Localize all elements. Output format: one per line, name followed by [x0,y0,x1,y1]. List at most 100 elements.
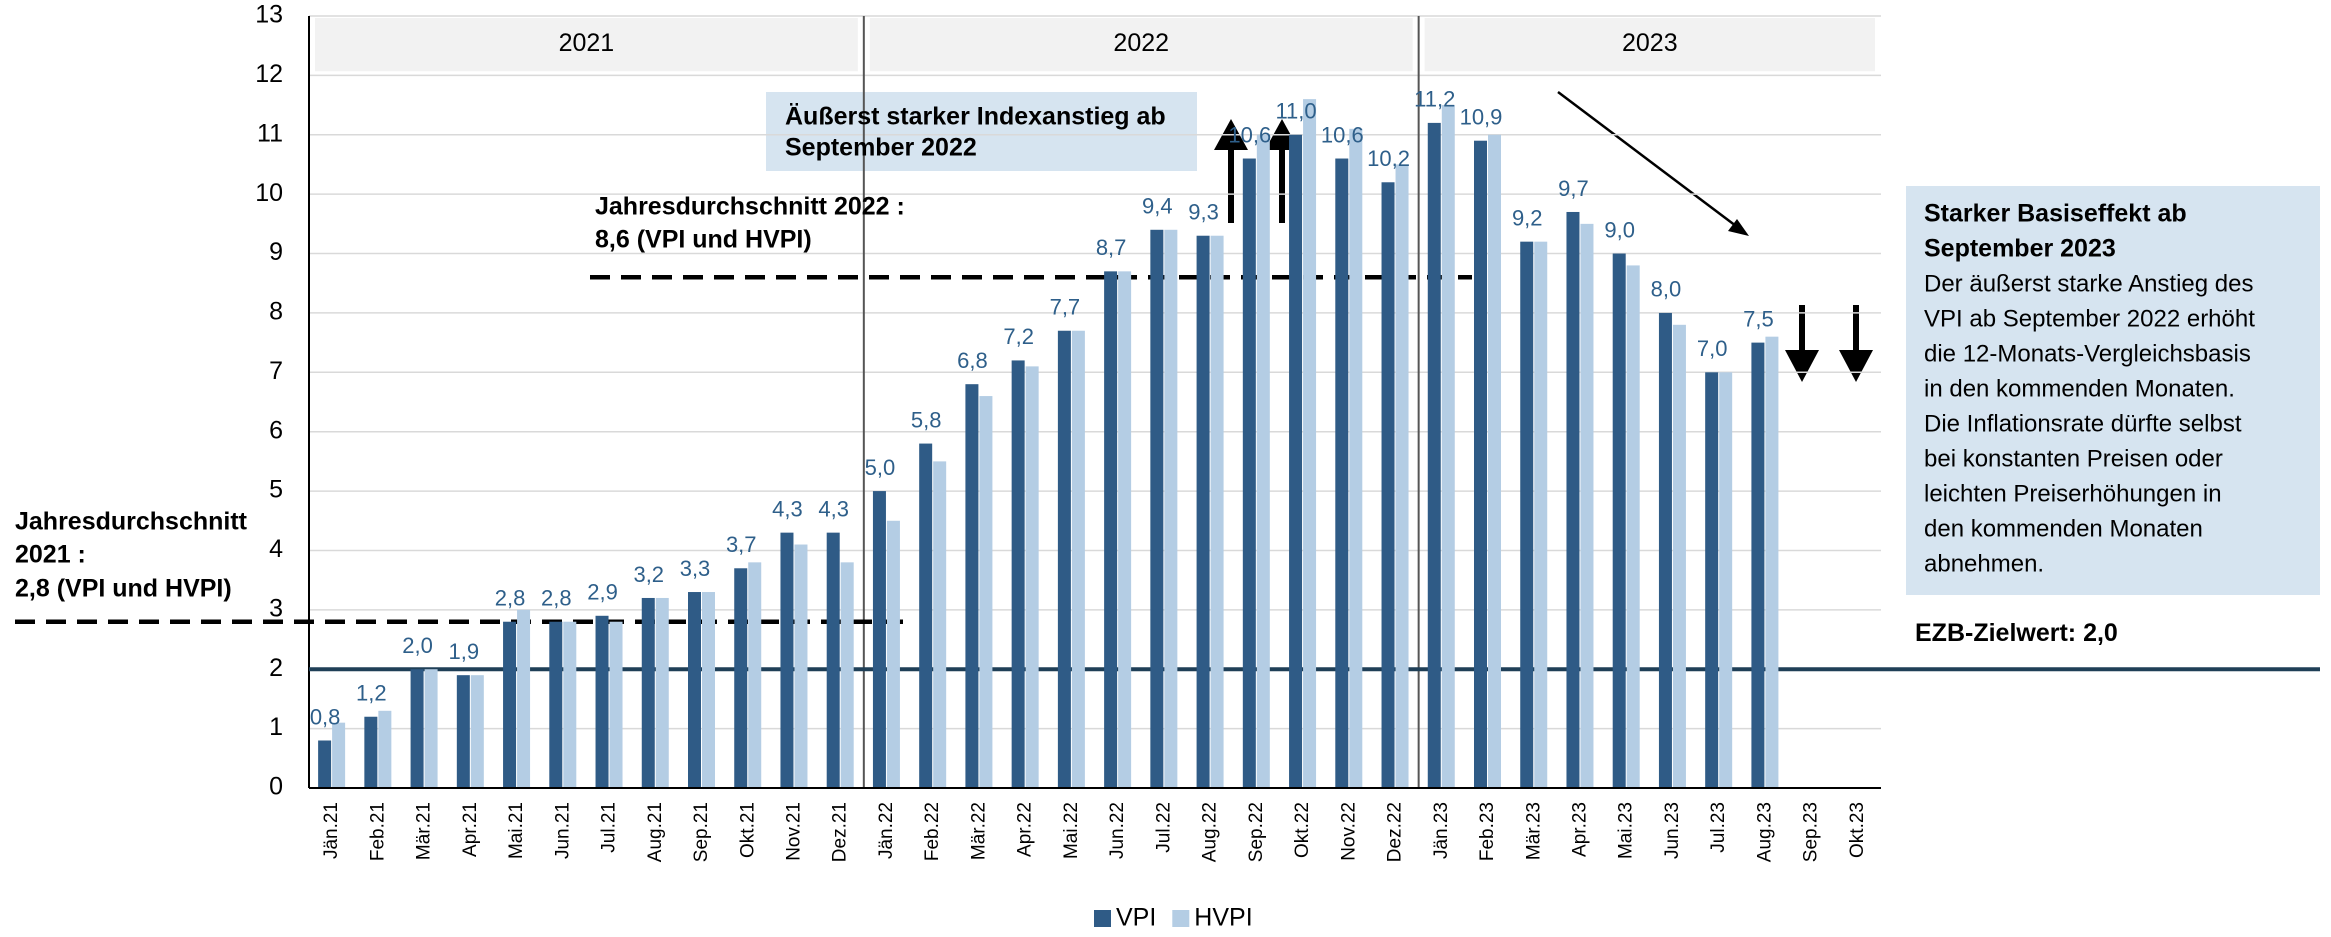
x-tick-label: Dez.22 [1385,802,1406,862]
value-label: 1,9 [449,639,480,664]
bar [1118,271,1132,788]
x-tick-label: Jul.22 [1153,802,1174,853]
bar [979,396,993,788]
reference-label: 2,8 (VPI und HVPI) [15,575,232,603]
value-label: 9,4 [1142,194,1173,219]
annotation: Äußerst starker Indexanstieg ab [785,103,1166,131]
bar [780,532,794,788]
y-tick-label: 10 [255,179,283,207]
value-label: 7,5 [1743,306,1774,331]
y-tick-label: 13 [255,1,283,29]
year-label: 2022 [1113,29,1169,57]
bar [655,597,669,788]
bar [919,443,933,788]
bar [410,669,424,788]
bar [1441,105,1455,789]
y-tick-label: 0 [269,773,283,801]
bar [872,491,886,788]
annotation-box [1906,186,2320,595]
bar [748,562,762,788]
bar [364,716,378,788]
bar [702,592,715,788]
bar [503,621,517,788]
bar [318,740,332,788]
value-label: 2,8 [541,586,572,611]
bar [456,675,470,788]
year-band [869,18,1413,72]
y-tick-label: 11 [257,119,283,147]
bar [1104,271,1118,788]
y-tick-label: 5 [269,476,283,504]
value-label: 10,6 [1228,122,1271,147]
value-label: 7,7 [1050,295,1081,320]
value-label: 6,8 [957,348,988,373]
bar [1580,223,1594,788]
legend-label: VPI [1116,904,1156,932]
bar [1071,330,1085,788]
annotation-box [766,92,1197,171]
annotation-text: VPI ab September 2022 erhöht [1924,305,2255,332]
x-tick-label: Aug.21 [645,802,666,862]
x-tick-label: Apr.21 [460,802,481,857]
x-tick-label: Sep.23 [1801,802,1822,862]
x-tick-label: Apr.23 [1569,802,1590,857]
bar [595,615,609,788]
x-tick-label: Sep.22 [1246,802,1267,862]
annotation-text: die 12-Monats-Vergleichsbasis [1924,340,2251,367]
bar [1612,253,1626,789]
bar [1289,134,1303,788]
bar [563,621,577,788]
x-tick-label: Aug.22 [1200,802,1221,862]
bar [1705,372,1719,788]
value-label: 5,0 [865,455,896,480]
x-tick-label: Okt.22 [1292,802,1313,858]
legend-swatch [1094,910,1111,927]
bar [1395,164,1409,788]
bar [424,669,438,788]
bar [1057,330,1071,788]
bar [378,710,392,788]
annotation-text: in den kommenden Monaten. [1924,375,2235,402]
value-label: 7,0 [1697,336,1728,361]
bar [1242,158,1256,788]
bar [470,675,484,788]
bar [1150,229,1164,789]
bar [1427,122,1441,788]
value-label: 11,0 [1275,99,1316,124]
x-tick-label: Jul.23 [1708,802,1729,853]
bar [1164,229,1178,789]
value-label: 10,2 [1367,146,1410,171]
y-tick-label: 3 [269,594,283,622]
annotation-text: Die Inflationsrate dürfte selbst [1924,410,2242,437]
value-label: 5,8 [911,407,942,432]
bar [1303,99,1317,789]
value-label: 2,9 [587,580,618,605]
y-tick-label: 12 [255,60,283,88]
reference-label: Jahresdurchschnitt 2022 : [595,193,905,221]
bar [332,722,346,788]
year-band [315,18,858,72]
y-tick-label: 9 [269,238,283,266]
x-tick-label: Jun.22 [1107,802,1128,859]
year-label: 2021 [559,29,615,57]
x-tick-label: Okt.23 [1847,802,1868,858]
bar [517,609,531,788]
bar [1335,158,1349,788]
bar [965,384,979,788]
bar [734,568,748,788]
x-tick-label: Mär.21 [414,802,435,860]
annotation: September 2022 [785,134,977,162]
bar [1626,265,1640,788]
annotation-title: September 2023 [1924,235,2116,263]
bar [1210,235,1224,788]
legend-label: HVPI [1194,904,1252,932]
bar [840,562,854,788]
value-label: 2,0 [402,633,433,658]
x-tick-label: Nov.21 [783,802,804,861]
value-label: 8,7 [1096,235,1127,260]
y-tick-label: 8 [269,298,283,326]
bar [933,461,947,788]
bar [1474,140,1487,788]
value-label: 4,3 [772,496,803,521]
bar [1751,342,1765,788]
